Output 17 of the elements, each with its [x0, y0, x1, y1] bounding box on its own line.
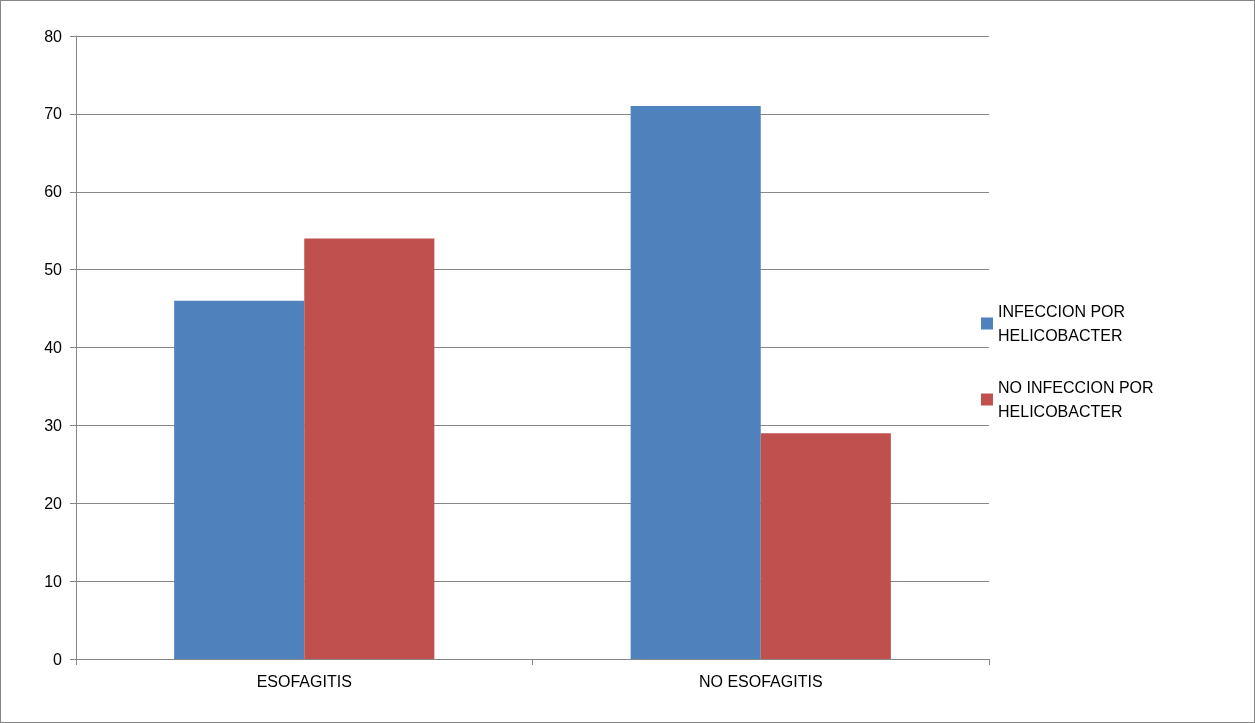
bar [174, 300, 305, 659]
legend-label: NO INFECCION POR HELICOBACTER [998, 379, 1159, 420]
legend-label: INFECCION POR HELICOBACTER [998, 303, 1130, 344]
x-tick-label: NO ESOFAGITIS [698, 672, 823, 690]
y-tick-label: 20 [44, 494, 63, 512]
bar [760, 433, 891, 659]
y-tick-label: 0 [53, 650, 63, 668]
y-tick-label: 70 [44, 105, 63, 123]
x-tick-label: ESOFAGITIS [256, 672, 352, 690]
y-tick-label: 30 [44, 416, 63, 434]
y-tick-label: 80 [44, 27, 63, 45]
y-tick-label: 10 [44, 572, 63, 590]
y-tick-label: 50 [44, 261, 63, 279]
y-tick-label: 60 [44, 183, 63, 201]
bar [304, 238, 435, 659]
bar [630, 106, 761, 659]
y-tick-label: 40 [44, 339, 63, 356]
